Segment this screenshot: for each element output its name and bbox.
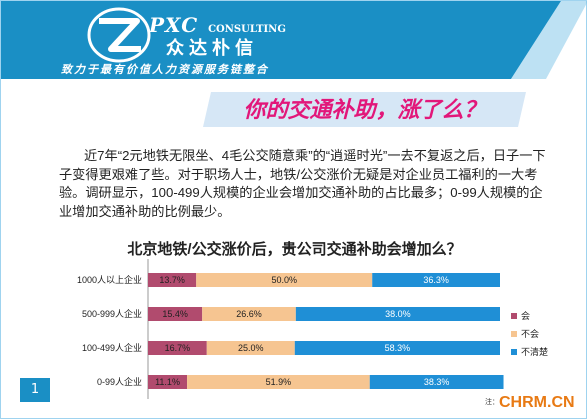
tagline: 致力于最有价值人力资源服务链整合 xyxy=(61,63,269,76)
data-label: 11.1% xyxy=(155,377,180,387)
bar-segment xyxy=(202,307,296,321)
bar-segment xyxy=(295,307,500,321)
data-label: 38.3% xyxy=(424,377,450,387)
legend-swatch xyxy=(511,331,517,337)
data-label: 26.6% xyxy=(236,309,262,319)
bar-segment xyxy=(196,273,373,287)
bar-segment xyxy=(372,273,500,287)
data-label: 38.0% xyxy=(385,309,411,319)
logo-text: PXC CONSULTING xyxy=(149,13,286,37)
data-label: 25.0% xyxy=(238,343,264,353)
legend-label: 不清楚 xyxy=(521,346,548,357)
data-label: 50.0% xyxy=(271,275,297,285)
category-label: 0-99人企业 xyxy=(97,376,142,387)
logo-chinese: 众达朴信 xyxy=(166,38,258,59)
bar-segment xyxy=(148,273,197,287)
pxc-logo-icon xyxy=(87,7,151,63)
bar-segment xyxy=(294,341,500,355)
data-label: 36.3% xyxy=(423,275,449,285)
legend-label: 会 xyxy=(521,310,530,321)
data-label: 16.7% xyxy=(165,343,191,353)
stacked-bar-chart: 1000人以上企业 13.7% 50.0% 36.3% 500-999人企业 15.4% 2… xyxy=(77,259,548,399)
logo-text-main: PXC xyxy=(149,13,199,37)
legend-swatch xyxy=(511,313,517,319)
bar-segment xyxy=(369,375,504,389)
bar-segment xyxy=(187,375,370,389)
headline: 你的交通补助，涨了么？ xyxy=(243,97,486,122)
header-banner xyxy=(1,1,587,79)
legend-swatch xyxy=(511,349,517,355)
data-label: 15.4% xyxy=(162,309,188,319)
data-label: 58.3% xyxy=(385,343,411,353)
data-label: 13.7% xyxy=(159,275,185,285)
category-label: 100-499人企业 xyxy=(82,342,142,353)
intro-paragraph: 近7年“2元地铁无限坐、4毛公交随意乘”的“逍遥时光”一去不复返之后，日子一下子… xyxy=(59,148,546,219)
watermark: CHRM.CN xyxy=(499,394,575,411)
bar-segment xyxy=(148,375,188,389)
bar-segment xyxy=(206,341,295,355)
bar-segment xyxy=(148,341,207,355)
chart-title: 北京地铁/公交涨价后，贵公司交通补助会增加么？ xyxy=(127,241,462,258)
category-label: 1000人以上企业 xyxy=(77,274,142,285)
footnote: 注： xyxy=(485,398,499,406)
legend-label: 不会 xyxy=(521,328,539,339)
category-label: 500-999人企业 xyxy=(82,308,142,319)
headline-box: 你的交通补助，涨了么？ xyxy=(203,92,526,127)
bar-segment xyxy=(148,307,203,321)
data-label: 51.9% xyxy=(266,377,292,387)
logo-text-sub: CONSULTING xyxy=(208,24,286,35)
page-number: 1 xyxy=(20,378,50,402)
